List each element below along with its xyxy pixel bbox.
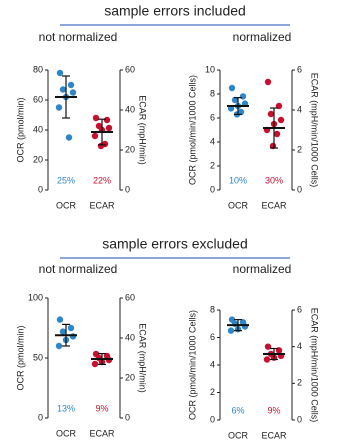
cv-label: 25% [57, 175, 75, 185]
y-tick-label: 8 [210, 88, 215, 98]
y2-axis-label: ECAR (mpH/min) [138, 323, 148, 393]
y2-tick-label: 60 [125, 292, 135, 302]
y-tick-label: 10 [205, 64, 215, 74]
data-point [67, 324, 75, 332]
y2-tick-label: 40 [125, 332, 135, 342]
y-tick-label: 6 [210, 112, 215, 122]
y2-tick-label: 6 [297, 304, 302, 314]
y2-tick-label: 20 [125, 372, 135, 382]
y-tick-label: 4 [210, 359, 215, 369]
data-point [264, 78, 272, 86]
data-point [55, 342, 63, 350]
data-point [55, 104, 63, 111]
y-tick-label: 50 [33, 352, 43, 362]
y-tick-label: 2 [210, 387, 215, 397]
y-tick-label: 6 [210, 332, 215, 342]
data-point [56, 316, 64, 323]
y2-tick-label: 40 [125, 104, 135, 114]
data-point [267, 110, 275, 118]
y-tick-label: 40 [33, 124, 43, 134]
cv-label: 22% [93, 175, 111, 185]
data-point [277, 116, 285, 124]
data-point [67, 81, 75, 89]
panel-title: not normalized [39, 30, 118, 44]
y-tick-label: 4 [210, 136, 215, 146]
y2-tick-label: 2 [297, 144, 302, 154]
y-axis-label: OCR (pmol/min/1000 Cells) [187, 310, 197, 420]
y2-tick-label: 20 [125, 144, 135, 154]
y-tick-label: 100 [28, 292, 43, 302]
data-point [273, 130, 281, 138]
panel-title: not normalized [39, 262, 118, 276]
cv-label: 30% [265, 175, 283, 185]
x-tick-label: ECAR [261, 430, 287, 440]
y2-axis-label: ECAR (mpH/min/1000 Cells) [310, 308, 320, 423]
y-tick-label: 2 [210, 160, 215, 170]
data-point [263, 356, 271, 363]
data-point [228, 84, 236, 92]
y2-tick-label: 60 [125, 64, 135, 74]
section-title: sample errors excluded [102, 236, 248, 252]
data-point [231, 96, 239, 104]
section-title: sample errors included [104, 3, 246, 19]
data-point [65, 134, 73, 141]
y2-tick-label: 0 [297, 414, 302, 424]
cv-label: 6% [231, 405, 244, 415]
y2-axis-label: ECAR (mpH/min) [138, 95, 148, 165]
y-tick-label: 20 [33, 154, 43, 164]
data-point [239, 93, 247, 100]
y2-tick-label: 2 [297, 378, 302, 388]
y2-axis-label: ECAR (mpH/min/1000 Cells) [310, 73, 320, 188]
x-tick-label: OCR [56, 200, 77, 210]
x-tick-label: OCR [228, 200, 249, 210]
data-point [105, 124, 113, 132]
data-point [59, 86, 67, 93]
y2-tick-label: 4 [297, 341, 302, 351]
x-tick-label: ECAR [261, 200, 287, 210]
x-tick-label: OCR [228, 430, 249, 440]
y2-tick-label: 6 [297, 64, 302, 74]
data-point [92, 114, 100, 122]
data-point [56, 69, 64, 77]
y2-tick-label: 0 [297, 184, 302, 194]
panel-title: normalized [233, 30, 292, 44]
data-point [103, 116, 111, 124]
y2-tick-label: 0 [125, 184, 130, 194]
cv-label: 9% [267, 405, 280, 415]
y2-tick-label: 0 [125, 412, 130, 422]
y-tick-label: 8 [210, 304, 215, 314]
y-tick-label: 0 [38, 184, 43, 194]
y-axis-label: OCR (pmol/min/1000 Cells) [187, 75, 197, 185]
panel-title: normalized [233, 262, 292, 276]
y-tick-label: 0 [210, 184, 215, 194]
data-point [91, 360, 99, 368]
data-point [91, 132, 99, 140]
data-point [227, 327, 235, 334]
y-tick-label: 60 [33, 94, 43, 104]
cv-label: 10% [229, 175, 247, 185]
data-point [59, 328, 67, 335]
y2-tick-label: 4 [297, 104, 302, 114]
cv-label: 13% [57, 403, 75, 413]
data-point [69, 89, 77, 96]
data-point [264, 343, 272, 350]
y-axis-label: OCR (pmol/min) [15, 325, 25, 390]
x-tick-label: ECAR [89, 200, 115, 210]
x-tick-label: OCR [56, 428, 77, 438]
cv-label: 9% [95, 403, 108, 413]
y-axis-label: OCR (pmol/min) [15, 97, 25, 162]
x-tick-label: ECAR [89, 428, 115, 438]
y-tick-label: 0 [38, 412, 43, 422]
y-tick-label: 0 [210, 414, 215, 424]
data-point [69, 333, 77, 340]
y-tick-label: 80 [33, 64, 43, 74]
data-point [97, 142, 105, 150]
